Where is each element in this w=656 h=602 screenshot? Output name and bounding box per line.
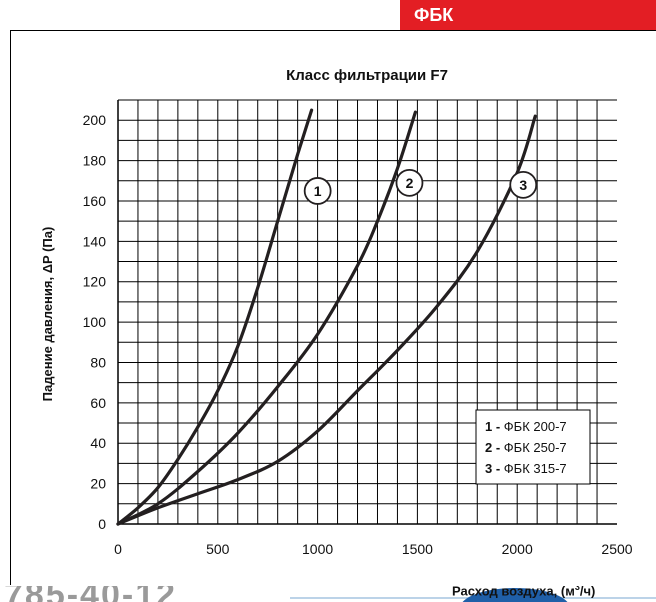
y-tick-label: 40 — [90, 435, 106, 451]
legend-entry-3: 3 - ФБК 315-7 — [485, 461, 567, 476]
x-axis-label-sup: 3 — [574, 586, 580, 592]
brand-tag: ФБК — [400, 0, 656, 30]
pressure-drop-chart: 0 500 1000 1500 2000 2500 0 20 40 60 80 100 120 140 16… — [40, 67, 633, 557]
x-tick-label: 0 — [114, 541, 122, 557]
y-tick-label: 0 — [98, 516, 106, 532]
x-axis-label-suffix: /ч) — [579, 586, 596, 599]
x-tick-label: 2000 — [502, 541, 533, 557]
series-marker-label-3: 3 — [519, 177, 527, 193]
series-line-3 — [116, 114, 537, 526]
x-tick-label: 1500 — [402, 541, 433, 557]
x-tick-label: 500 — [206, 541, 230, 557]
brand-tag-text: ФБК — [414, 5, 454, 25]
series-marker-3 — [509, 170, 538, 199]
series-marker-label-1: 1 — [314, 183, 322, 199]
series-marker-2 — [395, 168, 424, 197]
x-axis-label-prefix: Расход воздуха, (м — [452, 586, 575, 599]
legend-entry-2: 2 - ФБК 250-7 — [485, 440, 567, 455]
series-marker-label-2: 2 — [406, 175, 414, 191]
legend-layer: 1 - ФБК 200-7 2 - ФБК 250-7 3 - ФБК 315-7 — [475, 409, 591, 485]
y-tick-label: 140 — [83, 233, 107, 249]
y-tick-label: 160 — [83, 193, 107, 209]
series-marker-1 — [303, 177, 332, 205]
y-tick-label: 100 — [83, 314, 107, 330]
bottom-band: 785-40-12 Расход воздуха, (м3/ч) — [0, 586, 656, 602]
y-tick-label: 60 — [90, 395, 106, 411]
footer-phone: 785-40-12 — [4, 586, 177, 602]
y-axis-label: Падение давления, ΔP (Па) — [40, 227, 55, 402]
y-tick-label: 80 — [90, 354, 106, 370]
x-tick-label: 1000 — [302, 541, 333, 557]
x-axis-label: Расход воздуха, (м3/ч) — [452, 586, 595, 598]
series-layer: 1 2 3 — [116, 108, 538, 526]
legend-box — [475, 409, 591, 485]
frame-left-line — [10, 30, 11, 585]
series-line-1 — [116, 108, 314, 526]
y-tick-label: 120 — [83, 274, 107, 290]
y-tick-label: 20 — [90, 476, 106, 492]
y-tick-label: 200 — [83, 112, 107, 128]
x-tick-label: 2500 — [601, 541, 632, 557]
footer-logo — [460, 588, 570, 602]
axis-layer: 0 500 1000 1500 2000 2500 0 20 40 60 80 100 120 140 16… — [83, 100, 633, 557]
series-line-2 — [116, 110, 417, 526]
frame-top-line — [10, 30, 656, 31]
chart-title: Класс фильтрации F7 — [286, 67, 448, 84]
y-tick-label: 180 — [83, 153, 107, 169]
legend-entry-1: 1 - ФБК 200-7 — [485, 419, 567, 434]
